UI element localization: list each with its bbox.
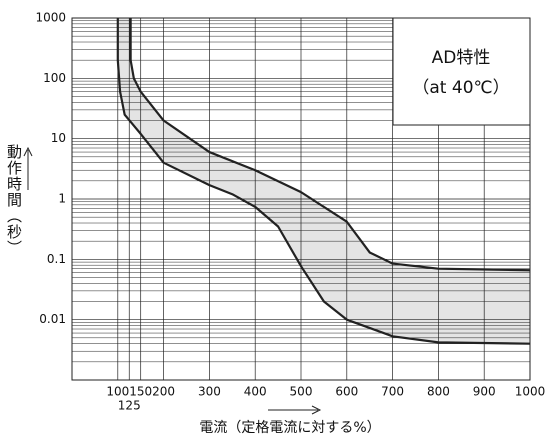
y-tick-label: 1000 xyxy=(35,11,66,25)
x-tick-label: 800 xyxy=(427,385,450,399)
y-tick-label: 0.01 xyxy=(39,312,66,326)
x-tick-label: 500 xyxy=(290,385,313,399)
x-tick-label: 700 xyxy=(381,385,404,399)
annotation: （at 40℃） xyxy=(412,78,509,98)
x-tick-label: 300 xyxy=(198,385,221,399)
x-tick-label: 200 xyxy=(152,385,175,399)
y-arrow-head xyxy=(23,146,33,157)
y-tick-label: 1 xyxy=(58,192,66,206)
x-axis-label: 電流（定格電流に対する%） xyxy=(199,420,380,436)
plot-frame xyxy=(71,17,531,381)
annotation: AD特性 xyxy=(432,48,491,68)
x-tick-label: 900 xyxy=(473,385,496,399)
y-tick-label: 100 xyxy=(43,71,66,85)
y-tick-label: 10 xyxy=(51,131,66,145)
x-tick-label: 400 xyxy=(244,385,267,399)
curve xyxy=(116,18,531,345)
x-arrow-head xyxy=(311,405,322,415)
y-axis-label: 動作時間（秒） xyxy=(5,144,23,256)
x-tick-label: 150 xyxy=(129,385,152,399)
x-tick-label: 100 xyxy=(106,385,129,399)
curve xyxy=(129,18,531,272)
x-tick-label: 125 xyxy=(118,399,141,413)
band-fill xyxy=(117,18,531,344)
annotation-box xyxy=(392,17,531,126)
y-tick-label: 0.1 xyxy=(47,252,66,266)
x-tick-label: 600 xyxy=(335,385,358,399)
x-tick-label: 1000 xyxy=(515,385,545,399)
